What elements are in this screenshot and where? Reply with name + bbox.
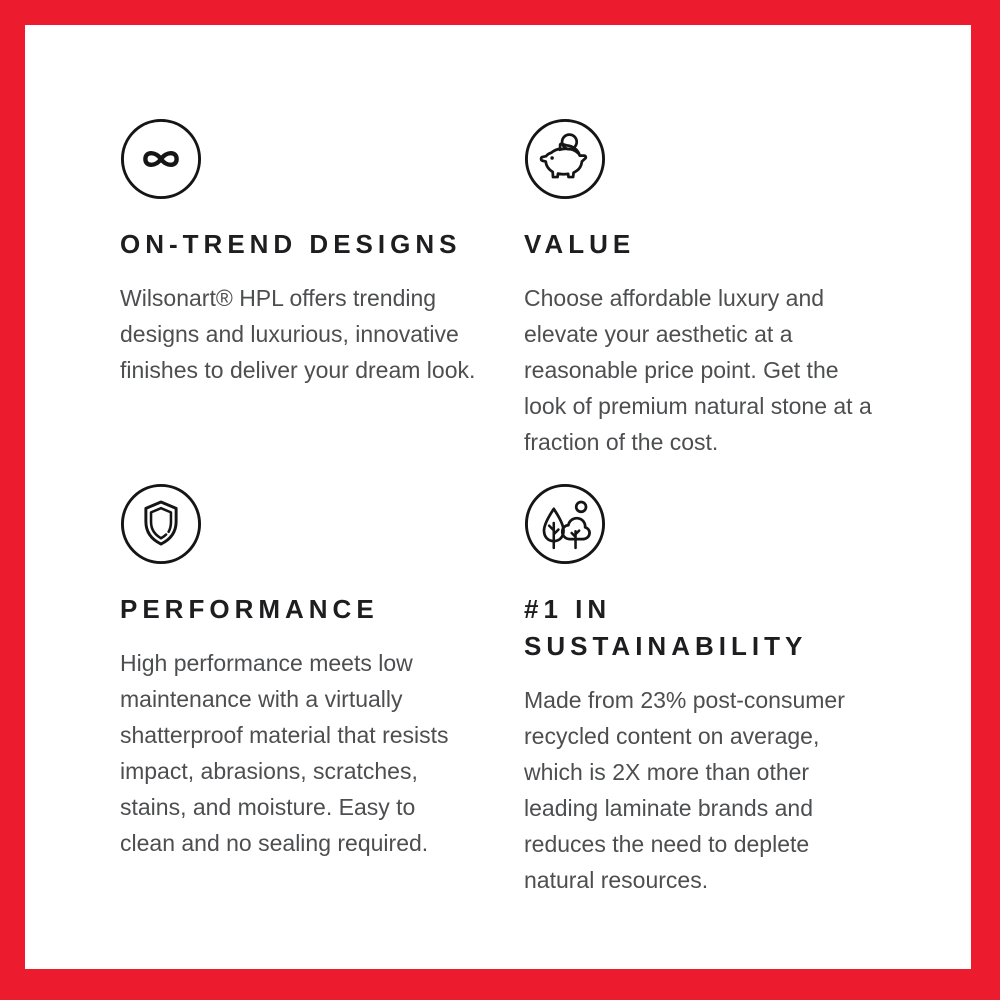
feature-title: PERFORMANCE	[120, 594, 379, 624]
feature-title: VALUE	[524, 229, 636, 259]
feature-value: VALUE Choose affordable luxury and eleva…	[524, 118, 882, 483]
shield-icon	[120, 483, 202, 565]
feature-title: ON-TREND DESIGNS	[120, 229, 462, 259]
feature-on-trend-designs: ON-TREND DESIGNS Wilsonart® HPL offers t…	[120, 118, 478, 483]
piggy-bank-icon	[524, 118, 606, 200]
feature-description: High performance meets low maintenance w…	[120, 650, 449, 856]
feature-sustainability: #1 IN SUSTAINABILITY Made from 23% post-…	[524, 483, 882, 898]
feature-performance: PERFORMANCE High performance meets low m…	[120, 483, 478, 898]
feature-description: Choose affordable luxury and elevate you…	[524, 285, 872, 455]
features-grid: ON-TREND DESIGNS Wilsonart® HPL offers t…	[25, 25, 971, 898]
trees-cloud-icon	[524, 483, 606, 565]
infinity-icon	[120, 118, 202, 200]
feature-description: Made from 23% post-consumer recycled con…	[524, 687, 845, 893]
feature-description: Wilsonart® HPL offers trending designs a…	[120, 285, 476, 383]
feature-title: #1 IN SUSTAINABILITY	[524, 594, 808, 661]
